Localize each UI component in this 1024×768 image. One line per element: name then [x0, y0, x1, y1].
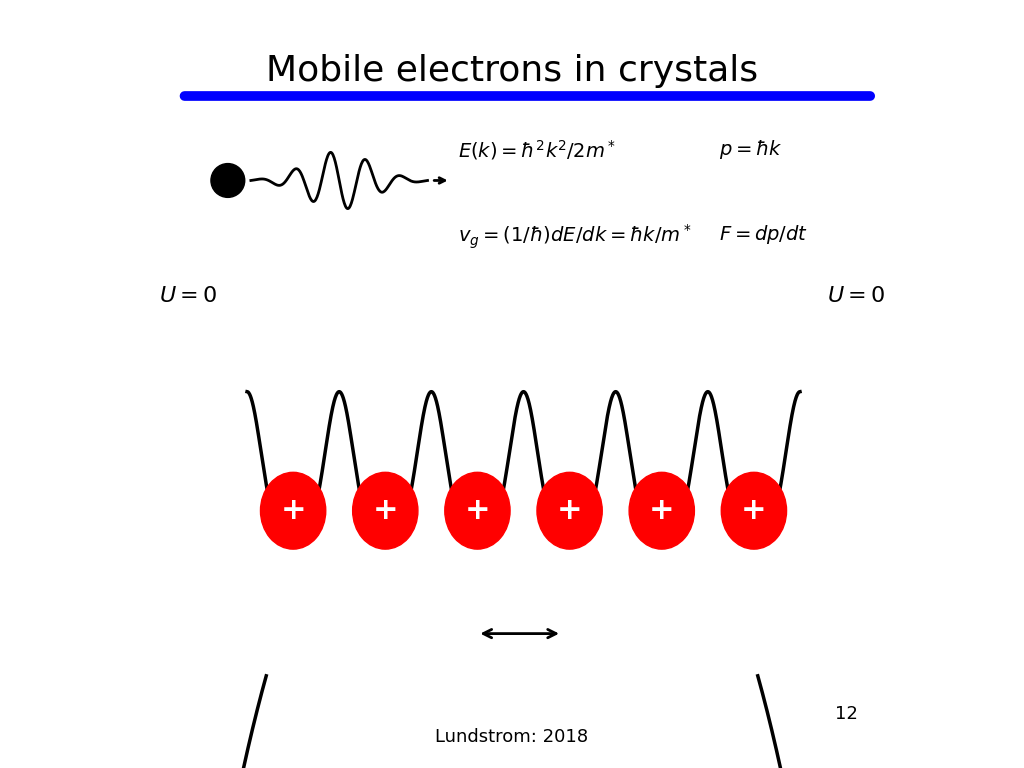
Text: +: +	[373, 496, 398, 525]
Text: $F = dp/dt$: $F = dp/dt$	[719, 223, 809, 246]
Text: +: +	[741, 496, 767, 525]
Ellipse shape	[537, 472, 602, 549]
Ellipse shape	[444, 472, 510, 549]
Text: $U = 0$: $U = 0$	[827, 286, 885, 306]
Ellipse shape	[352, 472, 418, 549]
Circle shape	[211, 164, 245, 197]
Text: $U = 0$: $U = 0$	[159, 286, 217, 306]
Text: Lundstrom: 2018: Lundstrom: 2018	[435, 728, 589, 746]
Ellipse shape	[629, 472, 694, 549]
Ellipse shape	[721, 472, 786, 549]
Ellipse shape	[260, 472, 326, 549]
Text: +: +	[557, 496, 583, 525]
Text: +: +	[281, 496, 306, 525]
Text: +: +	[465, 496, 490, 525]
Text: $E(k) = \hbar^2 k^2/2m^*$: $E(k) = \hbar^2 k^2/2m^*$	[459, 138, 616, 162]
Text: 12: 12	[835, 705, 857, 723]
Text: +: +	[649, 496, 675, 525]
Text: Mobile electrons in crystals: Mobile electrons in crystals	[266, 54, 758, 88]
Text: $v_g = (1/\hbar)dE/dk = \hbar k/m^*$: $v_g = (1/\hbar)dE/dk = \hbar k/m^*$	[459, 223, 692, 251]
Text: $p = \hbar k$: $p = \hbar k$	[719, 138, 783, 161]
